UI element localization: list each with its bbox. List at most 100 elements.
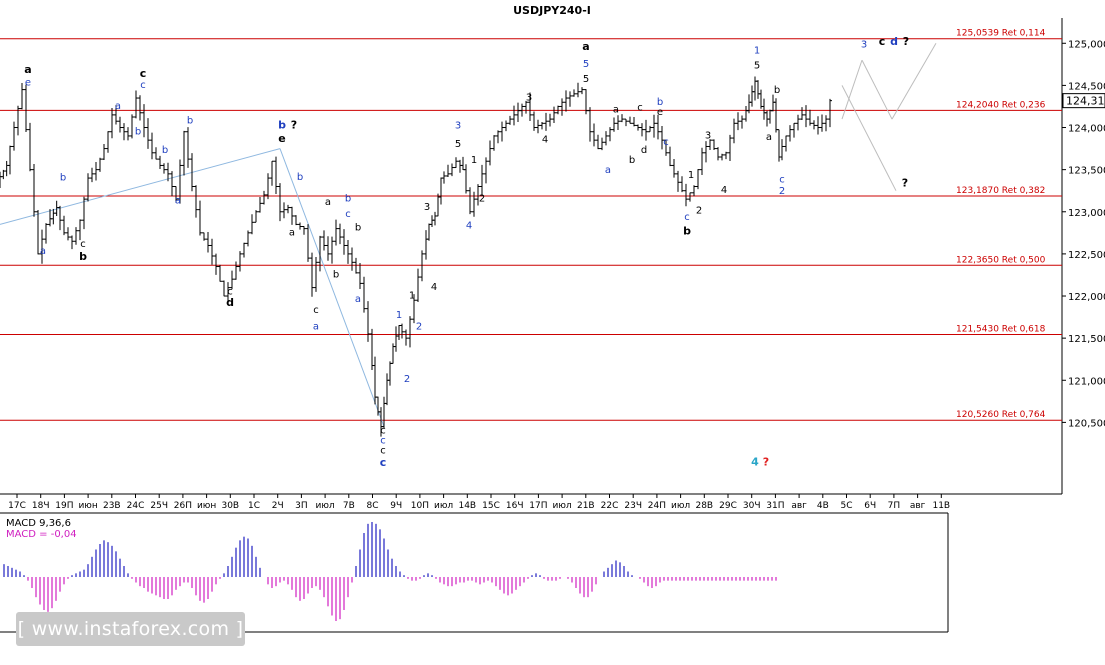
price-bar (78, 219, 82, 241)
wave-label: 1 (409, 291, 415, 302)
current-price-label: 124,319 (1066, 95, 1105, 108)
price-bar (564, 90, 568, 112)
price-bar (484, 157, 488, 184)
x-tick-label: 11В (932, 501, 950, 511)
price-bar (138, 95, 142, 121)
price-bar (792, 122, 796, 138)
price-bar (784, 135, 788, 152)
price-bar (708, 139, 712, 151)
wave-label: c (637, 103, 643, 114)
price-bar (804, 105, 808, 128)
price-bar (16, 105, 20, 136)
wave-label: b (278, 118, 286, 131)
wave-label: a (115, 101, 121, 112)
price-bar (520, 103, 524, 117)
price-bar (198, 200, 202, 236)
price-bar (150, 132, 154, 160)
price-bar (656, 114, 660, 140)
price-bar (824, 115, 828, 132)
price-bar (190, 153, 194, 192)
price-bar (516, 102, 520, 123)
price-bar (442, 171, 446, 184)
price-bar (238, 251, 242, 272)
wave-label: 3 (455, 120, 461, 131)
y-tick-label: 124,000 (1068, 124, 1105, 135)
x-tick-label: 3П (295, 501, 308, 511)
watermark-logo: [ www.instaforex.com ] (16, 612, 245, 646)
price-bar (338, 223, 342, 245)
price-bar (576, 82, 580, 98)
wave-label: 1 (754, 45, 760, 56)
wave-label: d (890, 35, 898, 48)
wave-label: 1 (688, 170, 694, 181)
price-bar (504, 120, 508, 132)
price-bar (286, 204, 290, 214)
price-bar (154, 147, 158, 160)
wave-label: a (289, 227, 295, 238)
wave-label: 5 (583, 74, 589, 85)
x-tick-label: 2Ч (272, 501, 284, 511)
price-bar (106, 131, 110, 153)
wave-label: e (657, 107, 663, 118)
price-bar (202, 232, 206, 241)
wave-label: c (80, 239, 86, 250)
price-bar (528, 92, 532, 122)
y-tick-label: 122,000 (1068, 292, 1105, 303)
y-tick-label: 120,500 (1068, 418, 1105, 429)
wave-label: a (582, 40, 589, 53)
price-bar (214, 253, 218, 275)
price-bar (342, 229, 346, 255)
y-tick-label: 124,500 (1068, 81, 1105, 92)
price-bar (408, 316, 412, 348)
price-bar (230, 270, 234, 290)
price-bar (330, 236, 334, 264)
x-tick-label: 6Ч (864, 501, 876, 511)
wave-label: 5 (583, 59, 589, 70)
x-tick-label: 26П (174, 501, 192, 511)
price-bar (612, 117, 616, 132)
price-bar (788, 125, 792, 142)
wave-label: 4 (466, 221, 472, 232)
x-tick-label: 23В (103, 501, 121, 511)
x-tick-label: 15С (482, 501, 500, 511)
price-bar (450, 163, 454, 177)
price-bar (676, 170, 680, 192)
price-bar (632, 117, 636, 127)
wave-label: b (135, 126, 141, 137)
price-bar (262, 190, 266, 205)
x-tick-label: 29С (719, 501, 737, 511)
price-bar (206, 232, 210, 253)
wave-label: 3 (705, 130, 711, 141)
wave-label: a (355, 294, 361, 305)
price-bar (732, 118, 736, 144)
price-bar (222, 280, 226, 297)
wave-label: c (345, 209, 351, 220)
price-bar (28, 122, 32, 172)
price-bar (12, 121, 16, 151)
macd-legend-params: MACD 9,36,6 (6, 518, 71, 529)
price-bar (24, 84, 28, 133)
price-bar (110, 108, 114, 139)
chart-title: USDJPY240-I (513, 4, 591, 17)
wave-label: c (380, 435, 386, 446)
wave-label: c (140, 80, 146, 91)
x-tick-label: 21В (577, 501, 595, 511)
price-bar (740, 115, 744, 129)
x-tick-label: 24С (127, 501, 145, 511)
x-tick-label: 5С (840, 501, 852, 511)
y-tick-label: 122,500 (1068, 250, 1105, 261)
wave-label: b (162, 145, 168, 156)
price-bar (468, 187, 472, 215)
fib-level-label: 122,3650 Ret 0,500 (956, 255, 1046, 265)
price-bar (8, 145, 12, 175)
macd-legend-value: MACD = -0,04 (6, 529, 77, 540)
x-tick-label: 30В (221, 501, 239, 511)
price-bar (82, 196, 86, 230)
y-tick-label: 125,000 (1068, 39, 1105, 50)
price-bar (648, 125, 652, 133)
price-bar (118, 116, 122, 133)
projection-line (891, 43, 937, 120)
price-bar (278, 183, 282, 222)
price-bar (182, 130, 186, 176)
